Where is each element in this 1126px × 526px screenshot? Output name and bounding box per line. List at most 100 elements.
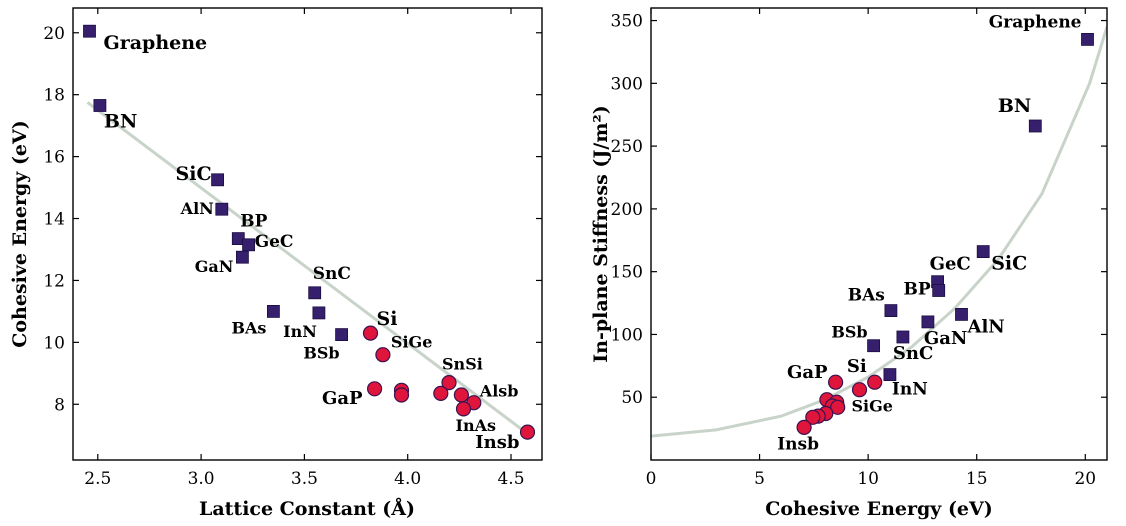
marker-bn [1028,119,1042,133]
marker-gec [242,238,256,252]
y-tick-layer: 50 100 150 200 250 300 350 [611,12,1107,408]
x-tick-label: 4.0 [394,469,421,489]
x-tick-layer: 0 5 10 15 20 [646,8,1096,489]
label-gan: GaN [924,328,968,349]
marker-s1-p9 [805,409,821,425]
label-snc: SnC [313,264,351,284]
y-tick-label: 100 [611,325,643,345]
marker-s1-p6 [830,399,846,415]
label-bsb: BSb [303,344,339,363]
label-sige: SiGe [852,397,893,416]
label-inn: InN [892,380,928,400]
marker-aln [215,202,229,216]
y-tick-label: 50 [621,388,643,408]
marker-snc [308,286,322,300]
marker-bas [884,304,898,318]
x-tick-label: 20 [1074,469,1096,489]
label-bsb: BSb [831,323,867,342]
label-inas: InAs [456,416,497,435]
marker-graphene [1081,33,1094,46]
y-tick-label: 8 [54,395,65,415]
label-inn: InN [283,322,317,341]
marker-snsi [441,375,457,391]
marker-insb [519,424,536,440]
y-tick-layer: 8 10 12 14 16 18 20 [43,24,542,415]
x-tick-label: 15 [966,469,988,489]
label-graphene: Graphene [104,32,208,54]
label-bn: BN [104,111,137,133]
marker-inn [312,306,326,320]
trend-curve [651,26,1107,438]
x-tick-label: 3.5 [291,469,318,489]
marker-s1-p4 [393,387,410,403]
marker-insb [796,419,812,435]
y-tick-label: 18 [43,86,65,106]
label-bas: BAs [848,286,885,306]
y-tick-label: 300 [611,74,643,94]
label-gap: GaP [787,362,828,383]
y-tick-label: 14 [43,210,65,230]
y-tick-label: 10 [43,333,65,353]
label-snc: SnC [893,343,933,364]
x-tick-label: 4.5 [497,469,524,489]
fit-line-layer [86,101,529,435]
label-alsb: Alsb [479,382,519,401]
marker-gan [235,250,249,264]
label-gec: GeC [255,232,294,252]
label-bas: BAs [231,318,266,337]
label-bp: BP [904,280,931,300]
marker-graphene [83,24,96,38]
x-tick-label: 10 [857,469,879,489]
label-snsi: SnSi [442,355,483,374]
y-axis-label: In-plane Stiffness (J/m²) [590,105,612,362]
fit-curve-layer [651,26,1107,438]
y-tick-label: 20 [43,24,65,44]
label-bp: BP [240,212,267,232]
plot-frame [72,7,543,461]
x-tick-label: 3.0 [188,469,215,489]
marker-s1-p6 [433,385,449,401]
marker-s1-p7 [453,387,469,403]
marker-sic [976,245,990,259]
trend-curve [86,101,529,435]
x-tick-label: 5 [754,469,765,489]
x-axis-label: Lattice Constant (Å) [199,497,415,520]
x-tick-label: 0 [646,469,657,489]
y-tick-label: 16 [43,148,65,168]
marker-gap [828,374,844,390]
label-gec: GeC [930,254,971,275]
marker-layer [83,24,536,440]
plot-frame [650,7,1108,461]
y-axis-label: Cohesive Energy (eV) [9,120,31,348]
y-tick-label: 200 [611,200,643,220]
label-gap: GaP [322,388,363,409]
y-tick-label: 250 [611,137,643,157]
y-tick-label: 350 [611,12,643,32]
marker-layer [796,33,1094,435]
x-tick-layer: 2.5 3.0 3.5 4.0 4.5 [84,8,525,489]
marker-bp [932,284,946,297]
marker-bsb [867,339,881,353]
marker-bsb [335,328,349,342]
y-tick-label: 150 [611,263,643,283]
marker-inas [455,401,472,417]
marker-sige [375,347,391,363]
marker-snc [896,330,910,344]
label-graphene: Graphene [989,12,1082,32]
label-si: Si [847,356,867,377]
label-bn: BN [998,95,1031,117]
label-si: Si [377,308,398,330]
marker-si [362,325,379,341]
label-sic: SiC [176,163,212,185]
marker-inn [883,368,897,382]
marker-si [867,374,883,390]
marker-sige [851,382,868,398]
label-sige: SiGe [391,333,432,352]
x-tick-label: 2.5 [84,469,111,489]
marker-gan [921,315,935,329]
marker-aln [955,307,968,321]
